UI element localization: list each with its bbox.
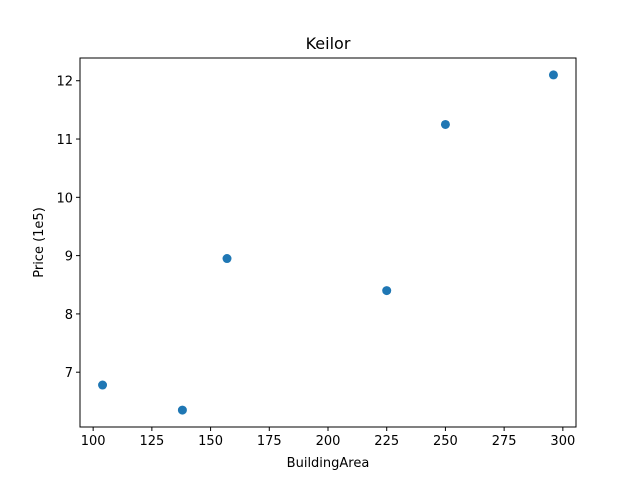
y-axis-label: Price (1e5) bbox=[32, 207, 47, 278]
y-tick-label: 11 bbox=[56, 133, 73, 148]
data-point bbox=[548, 70, 558, 80]
data-point bbox=[440, 119, 450, 129]
plot-area: 100 125 150 175 200 225 250 275 300 7 8 9 10 11 12 bbox=[56, 70, 575, 449]
x-tick-label: 200 bbox=[316, 434, 341, 449]
y-tick-label: 10 bbox=[56, 191, 73, 206]
data-point bbox=[98, 380, 108, 390]
x-axis-label: BuildingArea bbox=[287, 456, 370, 471]
data-point bbox=[222, 254, 232, 264]
x-tick-label: 250 bbox=[433, 434, 458, 449]
x-tick-label: 175 bbox=[257, 434, 282, 449]
data-point bbox=[177, 405, 187, 415]
y-tick-label: 12 bbox=[56, 75, 73, 90]
data-point bbox=[382, 286, 392, 296]
y-tick-label: 9 bbox=[65, 250, 73, 265]
x-tick-label: 150 bbox=[198, 434, 223, 449]
x-tick-label: 225 bbox=[374, 434, 399, 449]
y-tick-label: 7 bbox=[65, 366, 73, 381]
x-tick-label: 300 bbox=[550, 434, 575, 449]
plot-frame bbox=[79, 57, 577, 428]
x-tick-label: 275 bbox=[492, 434, 517, 449]
y-tick-label: 8 bbox=[65, 308, 73, 323]
x-tick-label: 100 bbox=[81, 434, 106, 449]
x-tick-label: 125 bbox=[139, 434, 164, 449]
chart-title: Keilor bbox=[306, 34, 351, 53]
